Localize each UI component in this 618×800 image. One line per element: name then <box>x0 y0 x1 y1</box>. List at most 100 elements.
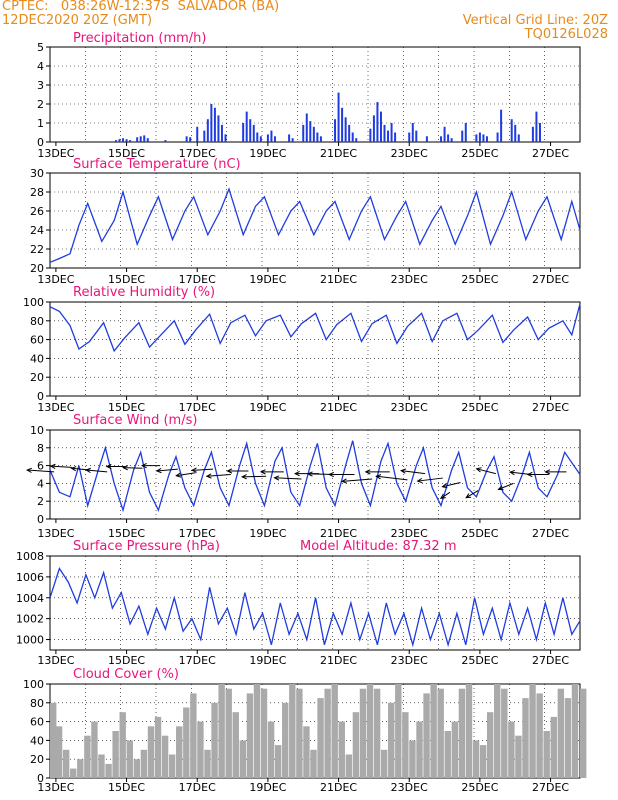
y-tick-label: 20 <box>30 371 44 384</box>
y-tick-label: 80 <box>30 315 44 328</box>
wind-arrowhead <box>375 474 382 480</box>
precip-bar <box>408 132 411 142</box>
cloud-bar <box>176 726 183 778</box>
x-tick-label: 13DEC <box>37 273 74 286</box>
cloud-bar <box>147 726 155 778</box>
precip-bar <box>461 130 464 142</box>
x-tick-label: 17DEC <box>179 654 216 667</box>
y-tick-label: 24 <box>30 224 44 237</box>
cloud-bar <box>112 731 119 778</box>
wind-vector <box>50 465 72 468</box>
y-tick-label: 40 <box>30 734 44 747</box>
precip-bar <box>485 136 488 142</box>
cloud-bar <box>324 688 331 778</box>
precip-bar <box>291 138 294 142</box>
precip-bar <box>136 137 139 142</box>
cloud-bar <box>296 688 303 778</box>
cloud-bar <box>133 759 141 778</box>
cloud-bar <box>366 684 374 778</box>
cloud-bar <box>564 698 572 778</box>
wind-arrowhead <box>306 471 313 477</box>
cloud-bar <box>190 693 197 778</box>
x-tick-label: 19DEC <box>249 273 286 286</box>
precip-bar <box>351 132 354 142</box>
precip-bar <box>443 126 446 142</box>
precip-bar <box>249 119 252 142</box>
precip-bar <box>143 135 146 142</box>
wind-vector <box>242 475 267 478</box>
y-tick-label: 20 <box>30 262 44 275</box>
x-tick-label: 27DEC <box>532 654 569 667</box>
wind-arrowhead <box>49 463 56 470</box>
x-tick-label: 21DEC <box>320 654 357 667</box>
y-tick-label: 0 <box>37 136 44 149</box>
cloud-bar <box>388 702 395 778</box>
x-tick-label: 15DEC <box>108 147 145 160</box>
plot-frame <box>49 301 581 397</box>
wind-vector <box>27 469 55 473</box>
x-tick-label: 19DEC <box>249 781 286 794</box>
x-tick-label: 13DEC <box>37 781 74 794</box>
cloud-bar <box>105 763 112 778</box>
wind-arrowhead <box>140 462 147 469</box>
header-datetime: 12DEC2020 20Z (GMT) <box>2 13 153 28</box>
cloud-bar <box>423 693 430 778</box>
y-tick-label: 1008 <box>16 550 44 563</box>
precip-bar <box>309 121 312 142</box>
y-tick-label: 40 <box>30 352 44 365</box>
precip-bar <box>256 132 259 142</box>
cloud-bar <box>359 688 367 778</box>
x-tick-label: 25DEC <box>461 401 498 414</box>
x-tick-label: 17DEC <box>179 147 216 160</box>
wind-arrowhead <box>70 466 77 472</box>
precip-bar <box>510 119 513 142</box>
x-tick-label: 19DEC <box>249 527 286 540</box>
precip-bar <box>220 124 223 142</box>
wind-vector <box>465 490 479 499</box>
wind-arrowhead <box>84 467 91 474</box>
cloud-bar <box>168 754 176 778</box>
precip-bar <box>411 123 414 142</box>
cloud-bar <box>253 684 261 778</box>
y-tick-label: 10 <box>30 424 44 437</box>
wind-arrowhead <box>25 467 32 473</box>
cloud-bar <box>529 684 536 778</box>
y-tick-label: 100 <box>23 296 44 309</box>
cloud-bar <box>289 684 296 778</box>
precip-bar <box>450 138 453 142</box>
cloud-bar <box>211 702 218 778</box>
cloud-bar <box>62 749 70 778</box>
y-tick-label: 5 <box>37 41 44 54</box>
cloud-bar <box>119 712 126 778</box>
y-tick-label: 0 <box>37 390 44 403</box>
wind-arrowhead <box>340 478 347 484</box>
cloud-bar <box>197 721 204 778</box>
y-tick-label: 0 <box>37 772 44 785</box>
precip-bar <box>383 124 386 142</box>
precip-bar <box>447 134 450 142</box>
panel-title: Precipitation (mm/h) <box>73 31 206 46</box>
precip-bar <box>266 134 269 142</box>
x-tick-label: 21DEC <box>320 147 357 160</box>
precip-bar <box>482 134 485 142</box>
y-tick-label: 1 <box>37 117 44 130</box>
cloud-bar <box>218 684 225 778</box>
cloud-bar <box>225 688 232 778</box>
header-code: TQ0126L028 <box>524 27 608 42</box>
wind-vector <box>192 468 214 471</box>
wind-vector <box>274 477 302 480</box>
x-tick-label: 25DEC <box>461 654 498 667</box>
wind-arrowhead <box>328 471 334 478</box>
wind-vector <box>498 482 514 490</box>
wind-arrowhead <box>544 469 551 475</box>
x-tick-label: 13DEC <box>37 401 74 414</box>
x-tick-label: 27DEC <box>532 147 569 160</box>
wind-arrowhead <box>508 469 516 476</box>
x-tick-label: 23DEC <box>391 401 428 414</box>
cloud-bar <box>84 735 91 778</box>
cloud-bar <box>317 698 324 778</box>
wind-arrowhead <box>399 468 407 474</box>
series-line <box>49 567 581 648</box>
wind-arrowhead <box>497 485 504 491</box>
